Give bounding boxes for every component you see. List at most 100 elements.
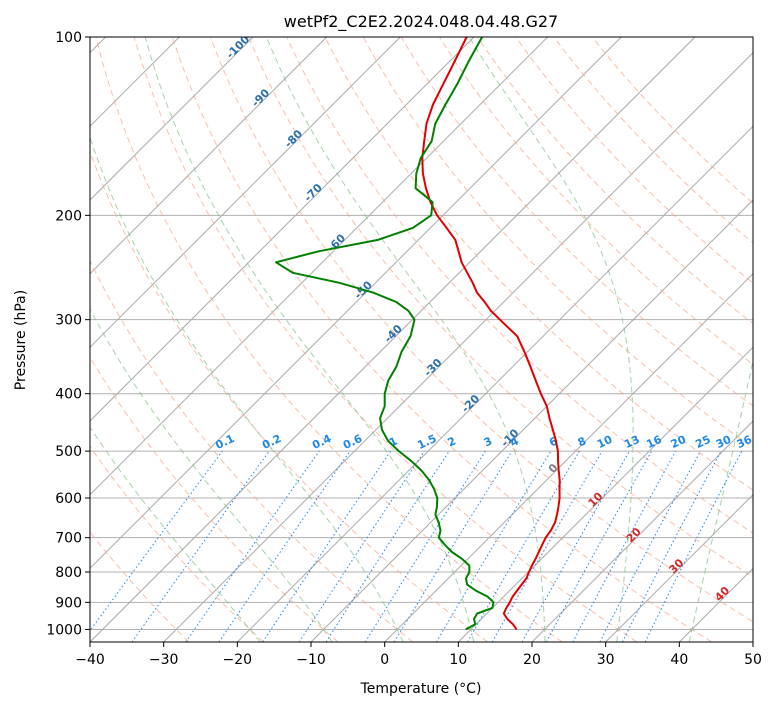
x-tick-label: 50: [744, 652, 762, 668]
y-tick-label: 600: [55, 491, 82, 507]
isotherm-label: 30: [666, 556, 686, 576]
x-axis-title: Temperature (°C): [360, 681, 482, 697]
mixing-ratio-line: [644, 450, 743, 642]
dry-adiabat-line: [362, 37, 753, 449]
y-tick-label: 700: [55, 531, 82, 547]
mixing-ratio-line: [599, 450, 701, 642]
mixing-ratio-line: [393, 450, 513, 642]
dry-adiabat-line: [438, 37, 753, 366]
mixing-ratio-line: [262, 450, 392, 642]
y-tick-label: 200: [55, 208, 82, 224]
isotherm-label: -60: [325, 231, 348, 254]
isotherm-line: [383, 272, 753, 642]
isotherm-line: [90, 37, 254, 201]
temperature-profile-line: [421, 37, 561, 630]
isotherm-line: [90, 37, 623, 570]
y-tick-label: 500: [55, 444, 82, 460]
moist-adiabat-line: [90, 308, 333, 642]
y-tick-label: 300: [55, 313, 82, 329]
isotherm-line: [162, 51, 753, 642]
moist-adiabat-line: [266, 37, 546, 642]
isotherm-line: [678, 567, 753, 642]
mixing-ratio-label: 0.1: [213, 432, 236, 452]
moist-adiabat-line: [90, 426, 261, 642]
x-tick-label: 0: [380, 652, 389, 668]
mixing-ratio-label: 13: [622, 433, 641, 451]
dry-adiabat-line: [90, 259, 414, 642]
y-tick-label: 900: [55, 595, 82, 611]
mixing-ratio-label: 3: [482, 434, 494, 449]
y-tick-label: 1000: [46, 622, 82, 638]
x-tick-label: −30: [149, 652, 179, 668]
dewpoint-profile-line: [275, 37, 495, 631]
isotherm-label: -20: [459, 392, 482, 415]
mixing-ratio-label: 0.4: [310, 432, 333, 452]
isotherm-line: [90, 37, 402, 349]
isotherm-line: [457, 346, 753, 642]
y-axis-title: Pressure (hPa): [13, 290, 29, 390]
mixing-ratio-label: 2: [446, 434, 458, 449]
dry-adiabat-line: [95, 37, 563, 642]
isotherm-line: [90, 37, 475, 422]
isotherm-line: [90, 37, 696, 642]
plot-frame: [89, 36, 754, 643]
mixing-ratio-label: 8: [576, 434, 588, 449]
x-tick-label: −40: [75, 652, 105, 668]
x-tick-label: 20: [523, 652, 541, 668]
isotherm-label: -90: [249, 86, 272, 109]
isotherm-label: -30: [421, 356, 444, 379]
isotherm-line: [236, 125, 753, 642]
mixing-ratio-line: [572, 450, 677, 642]
dry-adiabat-line: [133, 37, 638, 642]
isotherm-line: [310, 199, 753, 642]
dry-adiabat-line: [171, 37, 712, 642]
moist-adiabat-line: [144, 37, 475, 642]
isotherm-line: [90, 37, 328, 275]
mixing-ratio-label: 16: [644, 433, 664, 451]
dry-adiabat-line: [477, 37, 753, 325]
mixing-ratio-label: 0.6: [341, 432, 364, 452]
x-tick-label: −20: [223, 652, 253, 668]
mixing-ratio-label: 36: [735, 433, 755, 451]
isotherm-label: 40: [712, 584, 732, 604]
mixing-ratio-label: 10: [595, 433, 615, 451]
dry-adiabat-line: [248, 37, 753, 578]
y-axis: 100 200 300 400 500 600 700 800 900 1000: [46, 30, 90, 638]
mixing-ratio-line: [90, 450, 223, 632]
dry-adiabat-line: [286, 37, 753, 534]
profile-lines: [275, 37, 561, 631]
chart-title: wetPf2_C2E2.2024.048.04.48.G27: [284, 12, 558, 32]
x-tick-label: 10: [449, 652, 467, 668]
isotherm-label: -70: [302, 181, 325, 204]
y-tick-label: 100: [55, 30, 82, 46]
isotherm-label: -40: [382, 322, 405, 345]
dry-adiabat-line: [553, 37, 753, 244]
background-lines: [90, 37, 753, 642]
dry-adiabat-line: [400, 37, 753, 407]
mixing-ratio-line: [218, 450, 351, 642]
mixing-ratio-line: [364, 450, 486, 642]
dry-adiabat-line: [90, 150, 488, 642]
mixing-ratio-label: 0.2: [260, 432, 283, 452]
x-tick-label: 40: [670, 652, 688, 668]
isotherm-line: [90, 37, 549, 496]
mixing-ratio-label: 1.5: [415, 432, 438, 452]
dry-adiabat-line: [591, 37, 753, 204]
isotherm-label: 10: [586, 490, 606, 510]
dry-adiabat-line: [90, 356, 339, 642]
background-line-labels: 0.1 0.2 0.4 0.6 1 1.5 2 3 4 6 8 10 13 16 20 25 30 36-100-…: [213, 37, 755, 604]
mixing-ratio-label: 20: [669, 433, 689, 451]
mixing-ratio-line: [185, 450, 320, 642]
mixing-ratio-label: 25: [693, 433, 712, 451]
x-tick-label: −10: [296, 652, 326, 668]
y-tick-label: 400: [55, 387, 82, 403]
dry-adiabat-line: [515, 37, 753, 284]
x-tick-label: 30: [597, 652, 615, 668]
isotherm-line: [752, 641, 753, 642]
mixing-ratio-line: [131, 450, 270, 642]
mixing-ratio-line: [545, 450, 653, 642]
isotherm-line: [604, 493, 753, 642]
mixing-ratio-line: [298, 450, 425, 642]
mixing-ratio-label: 30: [714, 433, 734, 451]
